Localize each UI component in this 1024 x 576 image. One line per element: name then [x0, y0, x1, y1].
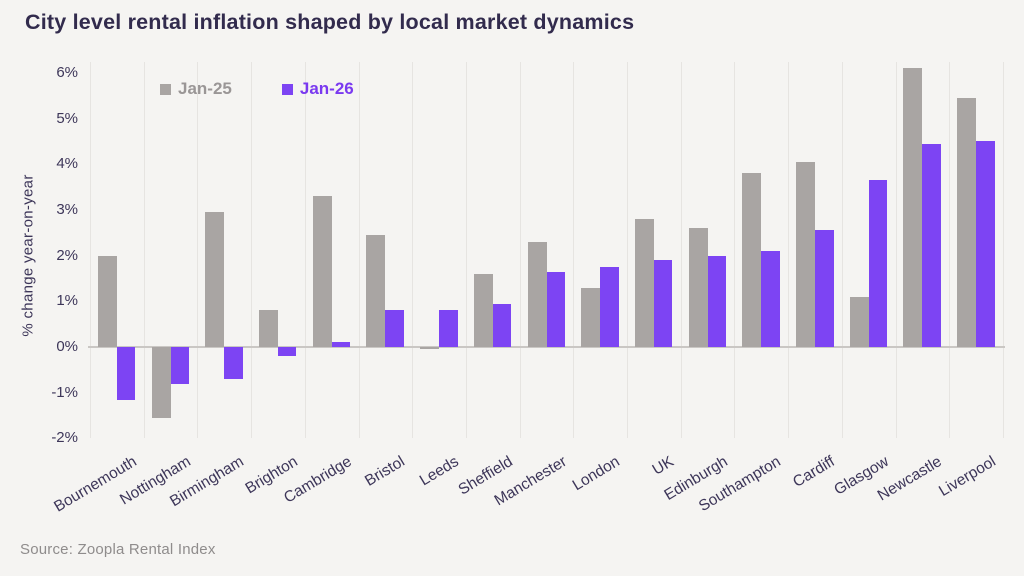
- bar-jan-26-cardiff: [815, 230, 834, 347]
- y-tick-label: 0%: [56, 338, 78, 355]
- bar-jan-25-manchester: [527, 241, 547, 347]
- gridline: [412, 62, 414, 438]
- gridline: [143, 62, 145, 438]
- gridline: [627, 62, 629, 438]
- bar-jan-25-leeds: [420, 347, 440, 350]
- bar-jan-26-bristol: [385, 310, 404, 347]
- zero-baseline: [88, 346, 1005, 348]
- bar-jan-25-sheffield: [473, 273, 493, 347]
- bar-jan-26-bournemouth: [116, 347, 136, 400]
- legend-label-jan26: Jan-26: [299, 79, 354, 98]
- y-tick-label: -2%: [51, 429, 78, 447]
- bar-jan-26-uk: [653, 260, 673, 347]
- bar-jan-26-sheffield: [492, 303, 512, 347]
- bar-jan-25-bournemouth: [97, 255, 117, 347]
- gridline: [251, 62, 253, 438]
- bar-jan-26-cambridge: [331, 342, 351, 347]
- bar-jan-25-edinburgh: [688, 228, 708, 347]
- bar-jan-25-liverpool: [957, 97, 977, 347]
- bar-jan-26-manchester: [546, 271, 565, 347]
- bar-jan-25-brighton: [258, 310, 278, 347]
- y-tick-label: 4%: [56, 155, 78, 173]
- bar-jan-25-cambridge: [312, 196, 332, 347]
- y-tick-label: -1%: [51, 383, 78, 401]
- gridline: [465, 62, 467, 438]
- bar-jan-26-leeds: [439, 310, 458, 347]
- y-tick-label: 6%: [56, 63, 78, 81]
- chart-title: City level rental inflation shaped by lo…: [25, 10, 635, 34]
- gridline: [841, 62, 843, 438]
- gridline: [788, 62, 790, 438]
- bar-jan-25-nottingham: [151, 347, 171, 418]
- y-tick-label: 1%: [56, 292, 78, 310]
- gridline: [358, 62, 360, 438]
- gridline: [949, 62, 951, 438]
- legend: Jan-25 Jan-26: [160, 79, 354, 99]
- gridline: [304, 62, 306, 438]
- y-tick-label: 3%: [56, 200, 78, 218]
- bar-jan-26-birmingham: [224, 347, 243, 379]
- jan25-swatch-icon: [160, 83, 171, 95]
- gridline: [197, 62, 199, 438]
- gridline: [680, 62, 682, 438]
- bar-jan-25-london: [581, 287, 601, 347]
- legend-item-jan25: Jan-25: [160, 79, 232, 99]
- bar-jan-25-cardiff: [796, 161, 816, 347]
- bar-jan-26-edinburgh: [707, 255, 727, 347]
- gridline: [895, 62, 897, 438]
- gridline: [573, 62, 575, 438]
- bar-jan-26-london: [600, 267, 619, 347]
- y-tick-label: 5%: [56, 109, 78, 127]
- bar-jan-25-glasgow: [849, 296, 869, 347]
- bar-jan-26-liverpool: [976, 141, 995, 347]
- gridline: [734, 62, 736, 438]
- jan26-swatch-icon: [281, 83, 293, 95]
- source-note: Source: Zoopla Rental Index: [20, 541, 216, 558]
- bar-jan-26-newcastle: [922, 143, 941, 347]
- bar-jan-25-bristol: [366, 235, 386, 347]
- bar-jan-25-birmingham: [205, 212, 225, 347]
- y-tick-label: 2%: [56, 246, 78, 264]
- gridline: [90, 62, 91, 438]
- bar-jan-25-newcastle: [903, 68, 923, 347]
- legend-item-jan26: Jan-26: [281, 79, 354, 99]
- bar-jan-26-brighton: [277, 347, 297, 357]
- bar-jan-26-glasgow: [868, 180, 888, 347]
- gridline: [519, 62, 521, 438]
- bar-jan-25-southampton: [742, 173, 762, 347]
- legend-label-jan25: Jan-25: [178, 79, 232, 98]
- bar-jan-25-uk: [634, 219, 654, 347]
- bar-jan-26-nottingham: [170, 347, 190, 384]
- gridline: [1003, 62, 1004, 438]
- bar-jan-26-southampton: [761, 251, 780, 347]
